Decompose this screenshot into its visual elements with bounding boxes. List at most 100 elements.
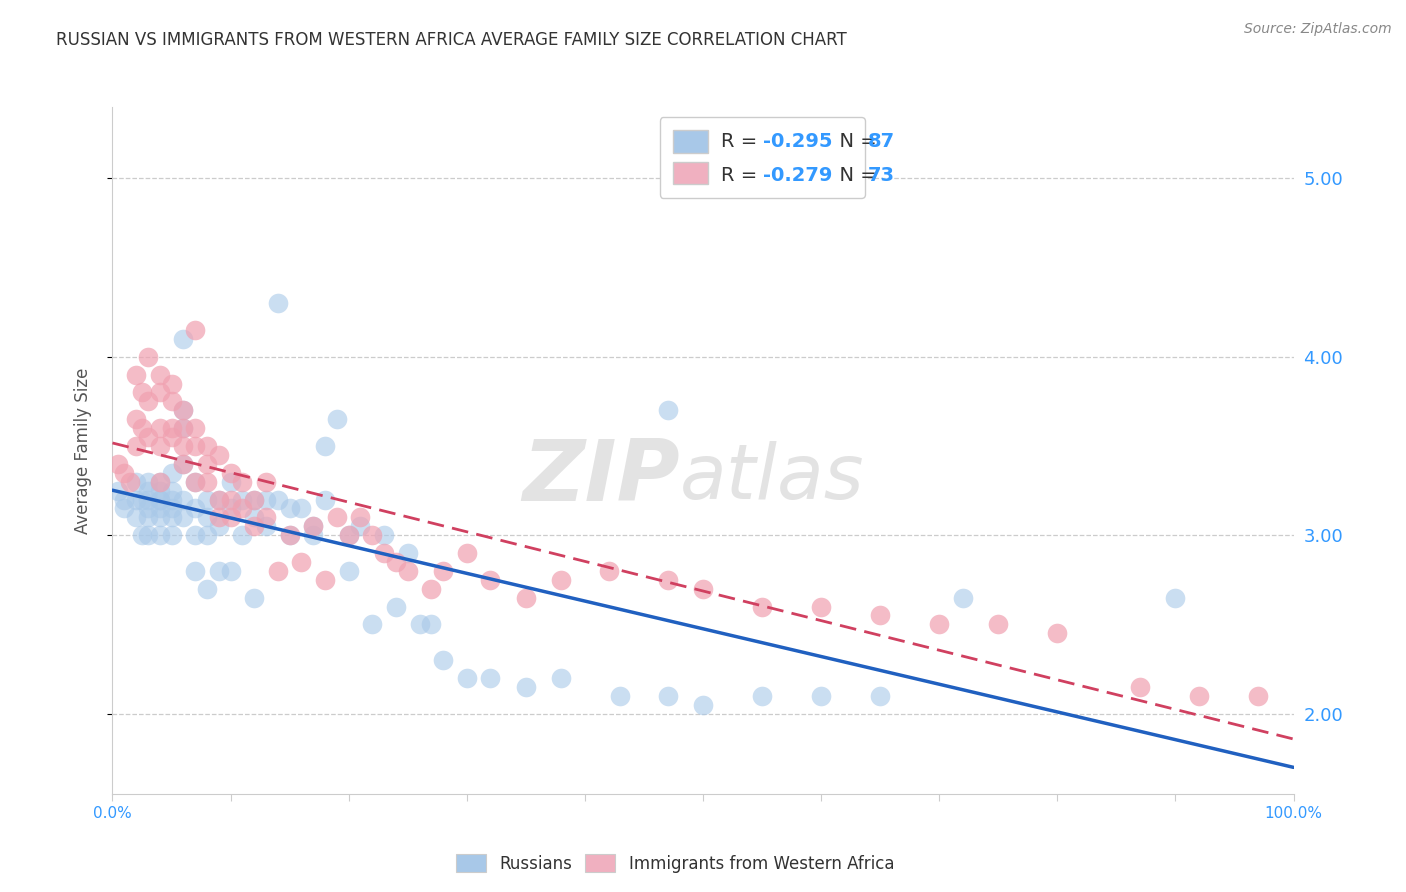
Point — [160, 421, 183, 435]
Point — [172, 457, 194, 471]
Point — [149, 439, 172, 453]
Point — [131, 492, 153, 507]
Point — [172, 439, 194, 453]
Text: -0.279: -0.279 — [763, 166, 832, 185]
Point — [149, 501, 172, 516]
Point — [810, 599, 832, 614]
Point — [125, 510, 148, 524]
Point — [314, 573, 336, 587]
Point — [373, 528, 395, 542]
Point — [609, 689, 631, 703]
Point — [254, 492, 277, 507]
Point — [160, 510, 183, 524]
Point — [219, 466, 242, 480]
Point — [219, 501, 242, 516]
Point — [208, 448, 231, 462]
Point — [172, 421, 194, 435]
Point — [195, 528, 218, 542]
Point — [172, 421, 194, 435]
Point — [208, 492, 231, 507]
Point — [408, 617, 430, 632]
Point — [657, 573, 679, 587]
Point — [172, 403, 194, 417]
Point — [231, 528, 253, 542]
Point — [107, 483, 129, 498]
Point — [278, 528, 301, 542]
Point — [1046, 626, 1069, 640]
Point — [149, 475, 172, 489]
Point — [149, 385, 172, 400]
Point — [219, 510, 242, 524]
Point — [160, 483, 183, 498]
Point — [231, 475, 253, 489]
Point — [184, 475, 207, 489]
Point — [267, 296, 290, 310]
Point — [112, 492, 135, 507]
Point — [149, 510, 172, 524]
Point — [810, 689, 832, 703]
Point — [125, 475, 148, 489]
Point — [290, 555, 312, 569]
Point — [361, 528, 384, 542]
Point — [184, 564, 207, 578]
Point — [149, 421, 172, 435]
Point — [278, 501, 301, 516]
Point — [302, 519, 325, 533]
Text: R =: R = — [721, 166, 763, 185]
Point — [184, 439, 207, 453]
Point — [1129, 680, 1152, 694]
Point — [243, 492, 266, 507]
Legend: placeholder1, placeholder2: placeholder1, placeholder2 — [659, 117, 865, 198]
Point — [131, 421, 153, 435]
Point — [751, 599, 773, 614]
Point — [184, 475, 207, 489]
Point — [172, 403, 194, 417]
Point — [456, 546, 478, 560]
Point — [267, 492, 290, 507]
Point — [184, 323, 207, 337]
Point — [208, 564, 231, 578]
Point — [131, 385, 153, 400]
Point — [136, 350, 159, 364]
Point — [219, 564, 242, 578]
Text: RUSSIAN VS IMMIGRANTS FROM WESTERN AFRICA AVERAGE FAMILY SIZE CORRELATION CHART: RUSSIAN VS IMMIGRANTS FROM WESTERN AFRIC… — [56, 31, 846, 49]
Point — [479, 573, 502, 587]
Point — [254, 475, 277, 489]
Point — [219, 475, 242, 489]
Point — [149, 492, 172, 507]
Point — [184, 501, 207, 516]
Point — [208, 492, 231, 507]
Point — [349, 519, 371, 533]
Point — [136, 510, 159, 524]
Point — [195, 457, 218, 471]
Point — [160, 528, 183, 542]
Point — [657, 403, 679, 417]
Point — [160, 492, 183, 507]
Point — [550, 573, 572, 587]
Point — [1188, 689, 1211, 703]
Point — [195, 475, 218, 489]
Point — [136, 430, 159, 444]
Text: 73: 73 — [868, 166, 894, 185]
Point — [456, 671, 478, 685]
Point — [598, 564, 620, 578]
Point — [136, 501, 159, 516]
Y-axis label: Average Family Size: Average Family Size — [73, 368, 91, 533]
Point — [385, 555, 408, 569]
Point — [396, 546, 419, 560]
Text: atlas: atlas — [679, 441, 863, 515]
Point — [337, 528, 360, 542]
Point — [172, 510, 194, 524]
Point — [314, 439, 336, 453]
Point — [314, 492, 336, 507]
Point — [208, 510, 231, 524]
Point — [385, 599, 408, 614]
Point — [278, 528, 301, 542]
Point — [432, 653, 454, 667]
Point — [136, 483, 159, 498]
Point — [125, 439, 148, 453]
Point — [479, 671, 502, 685]
Point — [550, 671, 572, 685]
Point — [160, 501, 183, 516]
Point — [952, 591, 974, 605]
